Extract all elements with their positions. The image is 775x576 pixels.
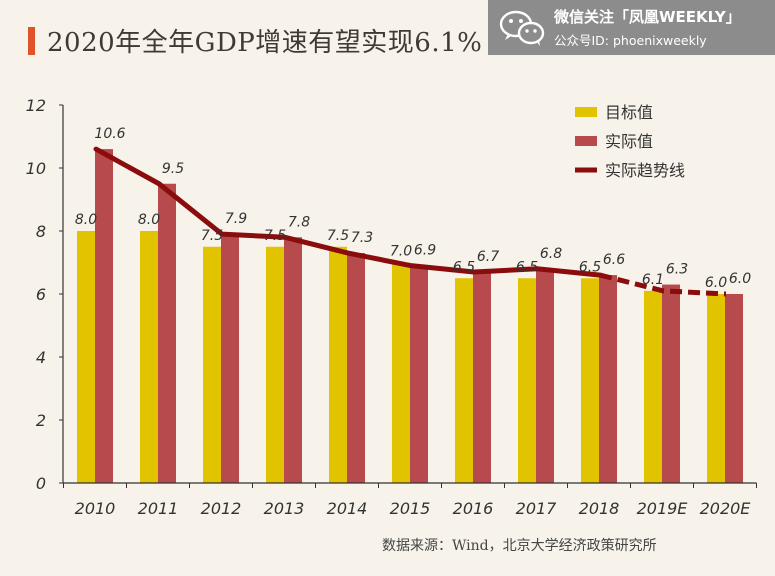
y-tick-label: 10: [26, 159, 46, 178]
bar-actual: [284, 237, 302, 483]
x-tick-label: 2014: [327, 499, 368, 518]
data-label-target: 8.0: [138, 212, 160, 228]
data-label-target: 7.0: [390, 244, 412, 260]
legend-swatch-actual: [575, 136, 597, 146]
bar-target: [707, 294, 725, 483]
bar-target: [329, 246, 347, 483]
data-label-actual: 7.8: [288, 214, 310, 230]
bar-target: [392, 262, 410, 483]
trend-line-dashed: [599, 272, 727, 297]
title-bar: 2020年全年GDP增速有望实现6.1%: [28, 22, 482, 59]
data-label-actual: 6.8: [540, 246, 562, 262]
data-label-target: 7.5: [264, 228, 286, 244]
bar-actual: [599, 275, 617, 483]
data-label-actual: 7.9: [225, 211, 247, 227]
bar-target: [77, 231, 95, 483]
chart-title: 2020年全年GDP增速有望实现6.1%: [47, 28, 483, 58]
data-label-target: 7.5: [327, 228, 349, 244]
data-label-target: 6.5: [516, 259, 538, 275]
bar-actual: [95, 149, 113, 483]
x-tick-label: 2015: [390, 499, 431, 518]
bar-target: [266, 246, 284, 483]
bar-actual: [662, 284, 680, 483]
bar-actual: [536, 268, 554, 483]
bar-target: [140, 231, 158, 483]
data-label-target: 8.0: [75, 212, 97, 228]
banner-follow-text: 微信关注「凤凰WEEKLY」: [554, 8, 741, 26]
source-note: 数据来源：Wind，北京大学经济政策研究所: [382, 538, 657, 554]
bar-actual: [158, 183, 176, 483]
y-tick-label: 8: [36, 222, 46, 241]
legend-label-actual: 实际值: [605, 132, 653, 151]
legend-label-trend: 实际趋势线: [605, 161, 685, 180]
data-label-actual: 10.6: [94, 126, 125, 142]
data-label-actual: 7.3: [351, 230, 373, 246]
y-tick-label: 0: [36, 474, 46, 493]
x-tick-label: 2018: [579, 499, 620, 518]
bar-target: [644, 290, 662, 483]
x-tick-label: 2020E: [700, 499, 752, 518]
bar-actual: [473, 271, 491, 483]
y-tick-label: 2: [36, 411, 46, 430]
data-label-actual: 6.7: [477, 249, 499, 265]
x-tick-label: 2016: [453, 499, 494, 518]
bar-actual: [410, 265, 428, 483]
x-tick-label: 2013: [264, 499, 305, 518]
bar-target: [581, 278, 599, 483]
data-label-actual: 6.0: [729, 271, 751, 287]
y-tick-label: 12: [26, 96, 46, 115]
data-label-target: 6.1: [642, 272, 664, 288]
bar-actual: [221, 234, 239, 483]
y-tick-label: 6: [36, 285, 46, 304]
wechat-icon: [499, 10, 545, 46]
x-tick-label: 2010: [75, 499, 116, 518]
bar-actual: [347, 253, 365, 483]
x-tick-label: 2017: [516, 499, 558, 518]
x-tick-label: 2012: [201, 499, 242, 518]
bar-target: [455, 278, 473, 483]
data-label-actual: 6.6: [603, 252, 625, 268]
y-tick-label: 4: [36, 348, 46, 367]
data-label-actual: 6.9: [414, 243, 436, 259]
data-label-actual: 9.5: [162, 161, 184, 177]
banner-account-id: 公众号ID: phoenixweekly: [554, 33, 707, 48]
legend-label-target: 目标值: [605, 103, 653, 122]
trend-line-solid: [93, 146, 603, 278]
x-tick-label: 2019E: [637, 499, 689, 518]
x-tick-label: 2011: [138, 499, 179, 518]
bar-target: [518, 278, 536, 483]
legend-swatch-target: [575, 107, 597, 117]
data-label-target: 6.0: [705, 275, 727, 291]
bar-target: [203, 246, 221, 483]
title-accent-bar: [28, 26, 35, 55]
data-label-target: 7.5: [201, 228, 223, 244]
bar-actual: [725, 294, 743, 483]
data-label-target: 6.5: [579, 259, 601, 275]
data-label-target: 6.5: [453, 259, 475, 275]
data-label-actual: 6.3: [666, 262, 688, 278]
wechat-banner: 微信关注「凤凰WEEKLY」 公众号ID: phoenixweekly: [488, 0, 775, 55]
